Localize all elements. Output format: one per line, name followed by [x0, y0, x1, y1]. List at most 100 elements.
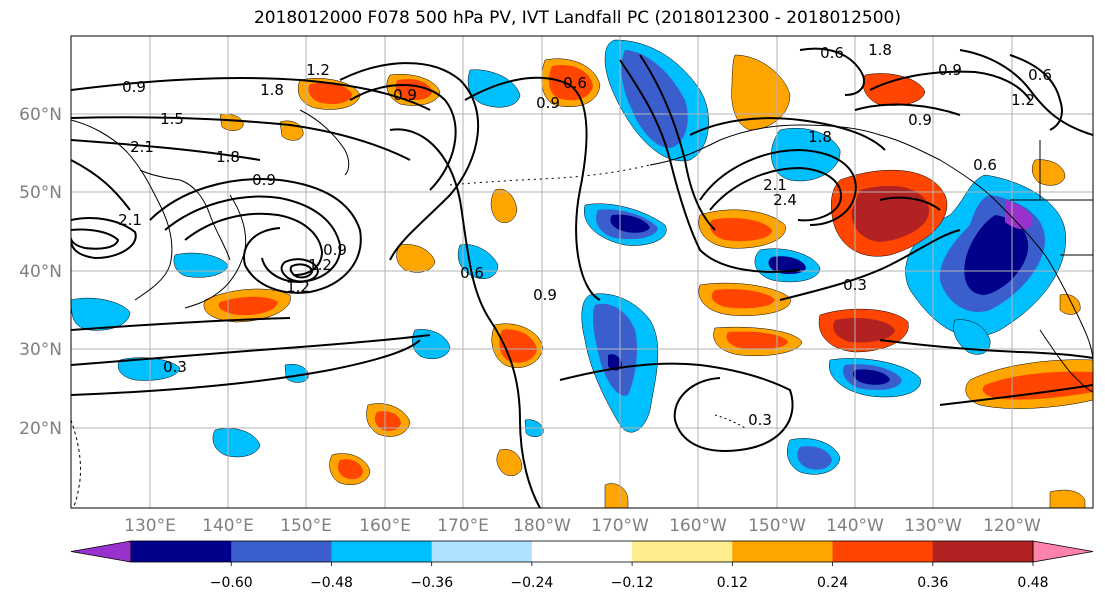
- contour-0.9-north: [71, 77, 431, 111]
- colorbar-swatch: [231, 541, 332, 562]
- contour-label: 0.9: [122, 78, 146, 96]
- contour-0.3-south-w: [71, 334, 431, 366]
- lat-label: 40°N: [19, 262, 62, 282]
- ivt-shading: [71, 39, 1093, 508]
- coast-asia: [71, 119, 231, 301]
- colorbar-tick-label: −0.48: [310, 575, 353, 591]
- coast-mexico: [1039, 329, 1093, 393]
- colorbar-tick-label: −0.36: [410, 575, 453, 591]
- shade-red-150e-south: [337, 459, 363, 480]
- contour-trough-gulf-2: [639, 54, 716, 231]
- grid-lines: [71, 36, 1093, 508]
- lon-label: 120°W: [983, 516, 1041, 536]
- contour-label: 0.9: [908, 111, 932, 129]
- shade-red-160w: [710, 218, 772, 242]
- contour-2.1-gulf: [699, 148, 857, 226]
- contour-2.4-gulf: [709, 166, 842, 222]
- shade-red-140e: [218, 296, 278, 316]
- shade-orange-135e-north: [219, 114, 244, 131]
- coast-japan: [184, 194, 247, 309]
- contour-label: 0.3: [843, 276, 867, 294]
- lon-label: 170°W: [591, 516, 649, 536]
- shade-bluemid-170w: [592, 303, 638, 396]
- contour-label: 1.2: [286, 278, 310, 296]
- contour-0.9-central: [464, 76, 601, 301]
- colorbar-tick-label: 0.24: [817, 575, 848, 591]
- shade-red-155e-south: [374, 411, 401, 431]
- contour-labels: 0.91.52.11.81.21.81.20.90.91.22.10.60.90…: [118, 41, 1052, 429]
- colorbar-tick-label: −0.12: [611, 575, 654, 591]
- coast-hawaii: [714, 414, 746, 429]
- contour-label: 1.2: [306, 61, 330, 79]
- colorbar-tick-label: 0.36: [917, 575, 948, 591]
- contour-label: 0.6: [563, 74, 587, 92]
- lat-label: 50°N: [19, 183, 62, 203]
- colorbar-swatch: [732, 541, 834, 562]
- contour-label: 1.8: [808, 128, 832, 146]
- shade-red-140w-south: [833, 318, 895, 343]
- shade-bluemid-160w-north: [621, 50, 688, 148]
- shade-orange-150w-north: [731, 54, 791, 131]
- shade-red-120w: [982, 371, 1093, 400]
- contour-2.1-a: [71, 159, 131, 211]
- colorbar-tick-label: −0.24: [510, 575, 553, 591]
- colorbar-swatch: [531, 541, 633, 562]
- coastlines: [71, 109, 1093, 508]
- contour-label: 1.2: [1011, 91, 1035, 109]
- colorbar-frame: [130, 540, 1034, 563]
- coast-north-america: [994, 199, 1093, 361]
- contour-label: 1.2: [308, 256, 332, 274]
- contour-label: 0.9: [252, 171, 276, 189]
- shade-bluemid-140w-far-south: [797, 446, 832, 470]
- contour-label: 0.9: [536, 94, 560, 112]
- colorbar-tick-label: 0.48: [1017, 575, 1048, 591]
- shade-red-140w: [851, 185, 930, 242]
- lon-label: 130°W: [904, 516, 962, 536]
- shade-orange-140w-north: [862, 73, 926, 106]
- shade-orange-165w-south: [604, 483, 629, 508]
- shade-blue-145e-south: [212, 428, 261, 458]
- contour-label: 2.1: [763, 176, 787, 194]
- lon-label: 140°E: [202, 516, 254, 536]
- contour-label: 1.8: [260, 81, 284, 99]
- contour-label: 0.6: [820, 44, 844, 62]
- contour-0.6-central: [389, 128, 541, 508]
- lat-label: 20°N: [19, 419, 62, 439]
- lon-label: 130°E: [124, 516, 176, 536]
- pv-contours: [71, 47, 1093, 508]
- border-canada-us: [1010, 140, 1093, 256]
- contour-small-loop: [280, 258, 320, 283]
- contour-ne-2: [1009, 54, 1063, 131]
- lon-label: 160°W: [669, 516, 727, 536]
- lon-label: 170°E: [437, 516, 489, 536]
- lon-label: 160°E: [359, 516, 411, 536]
- lat-label: 60°N: [19, 105, 62, 125]
- colorbar-swatch: [932, 541, 1034, 562]
- contour-label: 0.6: [1028, 66, 1052, 84]
- lon-label: 140°W: [826, 516, 884, 536]
- shade-bluedark-170w: [608, 354, 622, 371]
- contour-label: 2.1: [130, 138, 154, 156]
- shade-red-150w-south: [726, 331, 788, 350]
- plot-frame: [70, 35, 1094, 509]
- contour-trough-1: [149, 178, 362, 294]
- contour-1.8-a: [71, 139, 261, 161]
- contour-label: 0.9: [938, 61, 962, 79]
- contour-label: 1.8: [868, 41, 892, 59]
- contour-east-south: [879, 339, 1093, 359]
- colorbar-tick-label: −0.60: [210, 575, 253, 591]
- contour-trough-gulf: [619, 59, 801, 273]
- contour-label: 2.4: [773, 191, 797, 209]
- longitude-labels: 130°E 140°E 150°E 160°E 170°E 180°W 170°W 160°W…: [124, 516, 1041, 536]
- colorbar-swatch: [632, 541, 733, 562]
- shade-red-150e-north: [308, 82, 352, 104]
- contour-west-loop-1: [71, 217, 137, 260]
- lon-label: 180°W: [513, 516, 571, 536]
- contour-label: 2.1: [118, 211, 142, 229]
- contour-0.3-east: [779, 229, 961, 301]
- contour-label: 0.6: [973, 156, 997, 174]
- colorbar-swatch: [832, 541, 934, 562]
- contour-west-loop-2: [71, 228, 120, 250]
- latitude-labels: 60°N 50°N 40°N 30°N 20°N: [19, 105, 62, 439]
- lon-label: 150°W: [748, 516, 806, 536]
